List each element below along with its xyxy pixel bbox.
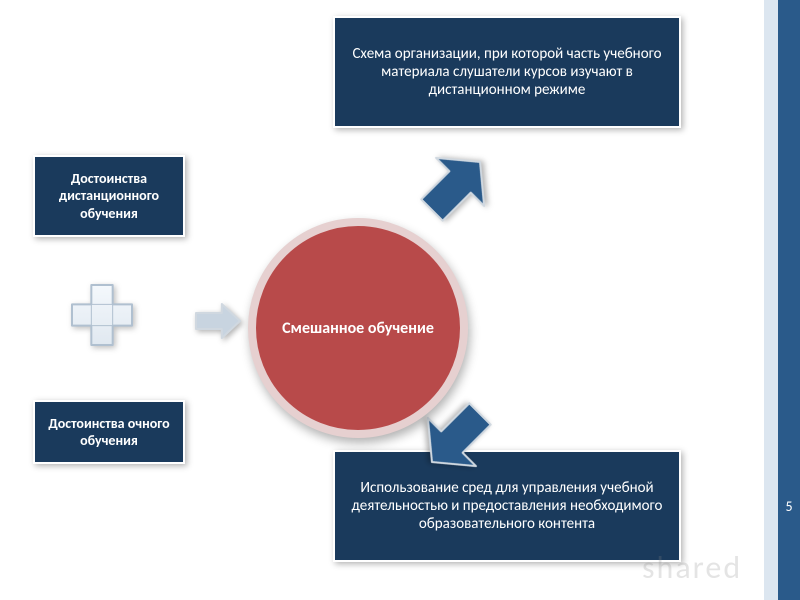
arrow-to-top-icon: [405, 135, 507, 237]
box-advantages-distance: Достоинства дистанционного обучения: [33, 155, 185, 237]
box-usage: Использование сред для управления учебно…: [333, 450, 681, 562]
plus-icon: [70, 283, 134, 347]
center-circle: Смешанное обучение: [248, 218, 468, 438]
arrow-into-circle-icon: [194, 302, 242, 340]
page-number: 5: [778, 498, 800, 515]
box-definition: Схема организации, при которой часть уче…: [333, 16, 681, 128]
box-definition-text: Схема организации, при которой часть уче…: [335, 39, 679, 106]
box-advantages-distance-text: Достоинства дистанционного обучения: [35, 164, 183, 227]
slide: 5 Схема организации, при которой часть у…: [0, 0, 800, 600]
sidebar-light: [764, 0, 778, 600]
watermark: shared: [642, 548, 742, 587]
box-usage-text: Использование сред для управления учебно…: [335, 473, 679, 540]
center-circle-label: Смешанное обучение: [282, 319, 434, 338]
box-advantages-inperson: Достоинства очного обучения: [33, 400, 185, 464]
box-advantages-inperson-text: Достоинства очного обучения: [35, 409, 183, 455]
